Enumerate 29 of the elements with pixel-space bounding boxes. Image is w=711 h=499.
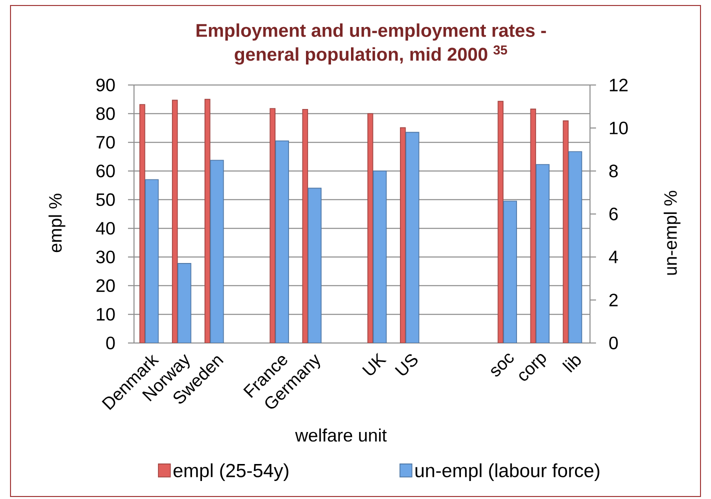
y-tick-label: 70 <box>96 136 115 149</box>
y-tick-label: 30 <box>96 250 115 264</box>
legend-label: un-empl (labour force) <box>416 463 600 481</box>
y-tick-label: 40 <box>96 222 115 235</box>
x-tick-label: corp <box>519 354 546 381</box>
y2-tick-label: 6 <box>609 208 618 220</box>
y-tick-label: 50 <box>96 193 115 206</box>
legend-label: empl (25-54y) <box>174 463 288 481</box>
x-tick-label: US <box>394 354 418 376</box>
x-axis-title: welfare unit <box>295 428 387 442</box>
y2-tick-label: 0 <box>609 336 618 350</box>
y-tick-label: 10 <box>96 308 115 321</box>
y-tick-label: 90 <box>96 78 115 92</box>
y-tick-label: 0 <box>106 336 115 350</box>
y2-tick-label: 8 <box>609 164 618 178</box>
x-tick-label: soc <box>491 354 514 376</box>
y-tick-label: 20 <box>96 279 115 292</box>
y2-tick-label: 12 <box>610 78 628 92</box>
y-tick-label: 80 <box>96 107 115 120</box>
y-tick-label: 60 <box>96 164 115 178</box>
bar <box>177 263 192 343</box>
x-tick-label: lib <box>562 356 581 373</box>
y-axis-title: empl % <box>48 194 66 252</box>
y2-tick-label: 10 <box>610 122 628 134</box>
y2-tick-label: 4 <box>608 250 618 264</box>
y2-tick-label: 2 <box>609 294 618 306</box>
y2-axis-title: un-empl % <box>664 190 680 275</box>
chart-title: Employment and un-employment rates - general population, mid 2000 $^{35}$ <box>196 23 546 65</box>
x-tick-label: UK <box>362 352 387 376</box>
